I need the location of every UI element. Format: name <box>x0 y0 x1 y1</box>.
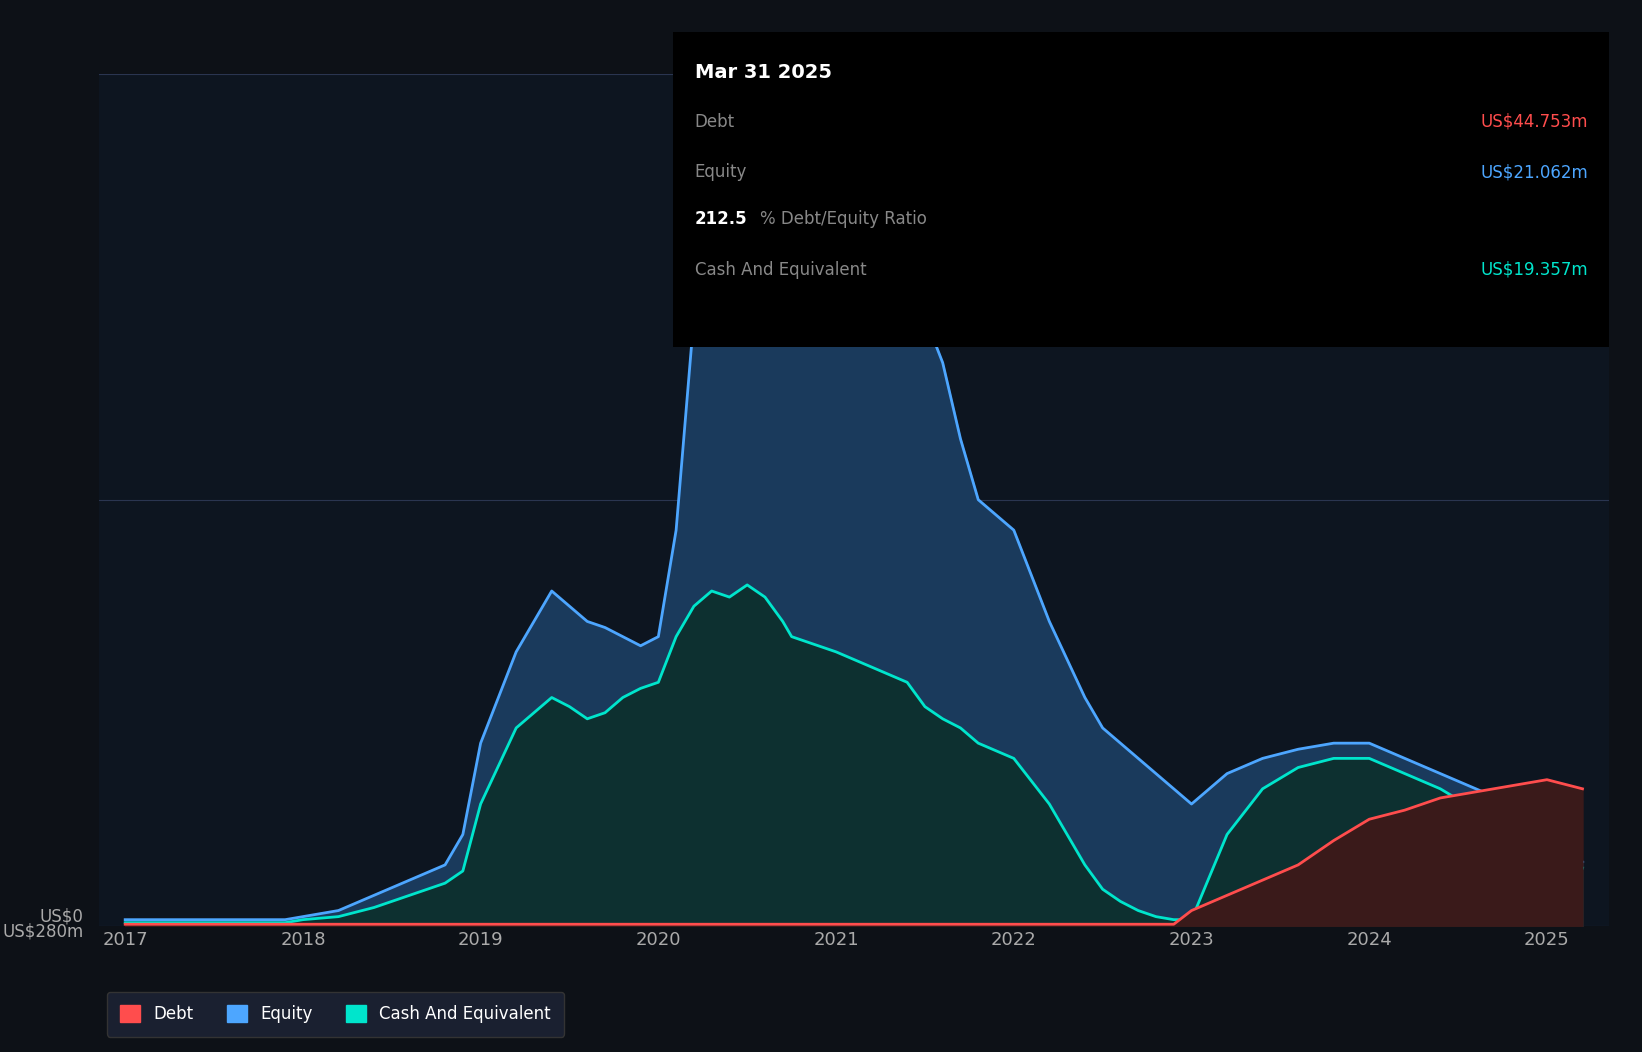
Legend: Debt, Equity, Cash And Equivalent: Debt, Equity, Cash And Equivalent <box>107 992 565 1036</box>
Text: 212.5: 212.5 <box>695 210 747 228</box>
Text: % Debt/Equity Ratio: % Debt/Equity Ratio <box>760 210 928 228</box>
Text: Equity: Equity <box>695 163 747 181</box>
Text: US$19.357m: US$19.357m <box>1479 261 1588 279</box>
Text: Cash And Equivalent: Cash And Equivalent <box>695 261 867 279</box>
Text: US$280m: US$280m <box>2 923 84 940</box>
Text: US$44.753m: US$44.753m <box>1481 113 1588 130</box>
Text: Mar 31 2025: Mar 31 2025 <box>695 63 831 82</box>
Text: US$0: US$0 <box>39 908 84 926</box>
Text: Debt: Debt <box>695 113 734 130</box>
Text: US$21.062m: US$21.062m <box>1479 163 1588 181</box>
